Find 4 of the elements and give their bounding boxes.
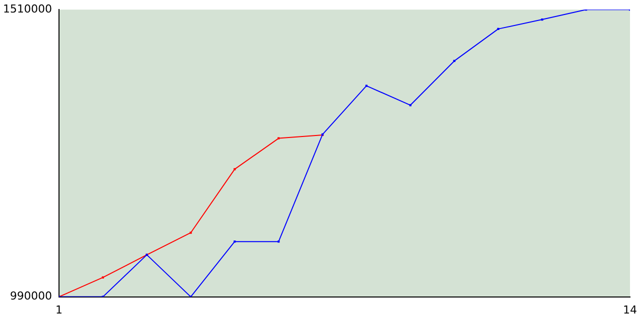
x-tick-label: 14 bbox=[623, 303, 637, 316]
y-tick-label: 1510000 bbox=[2, 2, 52, 16]
x-tick-label: 1 bbox=[55, 303, 62, 316]
y-tick-label: 990000 bbox=[10, 290, 52, 303]
